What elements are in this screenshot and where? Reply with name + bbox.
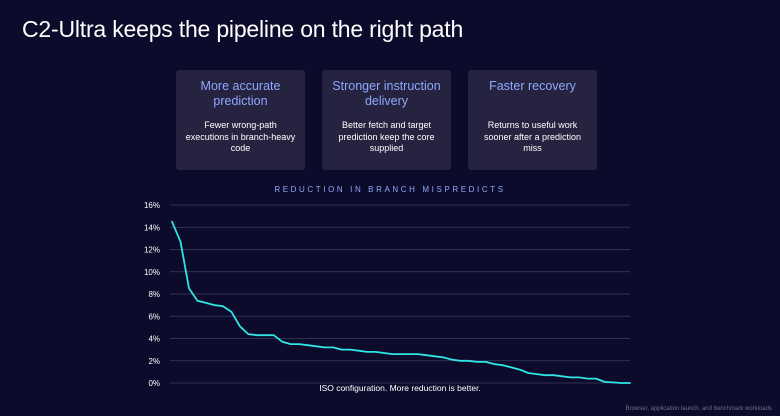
footnote: Browser, application launch, and benchma… bbox=[625, 406, 772, 412]
feature-cards: More accurate prediction Fewer wrong-pat… bbox=[176, 70, 598, 170]
y-tick-label: 16% bbox=[144, 201, 160, 210]
card-instruction-delivery: Stronger instruction delivery Better fet… bbox=[322, 70, 451, 170]
card-heading: More accurate prediction bbox=[200, 79, 281, 108]
y-tick-label: 2% bbox=[148, 357, 160, 366]
slide-title: C2-Ultra keeps the pipeline on the right… bbox=[22, 16, 464, 42]
y-tick-label: 10% bbox=[144, 268, 160, 277]
y-tick-label: 6% bbox=[148, 312, 160, 321]
series-line bbox=[171, 220, 631, 384]
card-body: Returns to useful work sooner after a pr… bbox=[483, 120, 582, 153]
card-body: Better fetch and target prediction keep … bbox=[338, 120, 435, 153]
card-body: Fewer wrong-path executions in branch-he… bbox=[185, 120, 296, 153]
card-heading: Faster recovery bbox=[489, 79, 576, 93]
y-tick-label: 4% bbox=[148, 335, 160, 344]
y-tick-label: 14% bbox=[144, 223, 160, 232]
card-faster-recovery: Faster recovery Returns to useful work s… bbox=[468, 70, 597, 170]
y-tick-label: 0% bbox=[148, 379, 160, 388]
chart-title: REDUCTION IN BRANCH MISPREDICTS bbox=[274, 185, 506, 194]
y-tick-label: 8% bbox=[148, 290, 160, 299]
card-heading: Stronger instruction delivery bbox=[332, 79, 441, 108]
chart-annotation: ISO configuration. More reduction is bet… bbox=[319, 383, 481, 393]
y-tick-label: 12% bbox=[144, 246, 160, 255]
card-accurate-prediction: More accurate prediction Fewer wrong-pat… bbox=[176, 70, 305, 170]
